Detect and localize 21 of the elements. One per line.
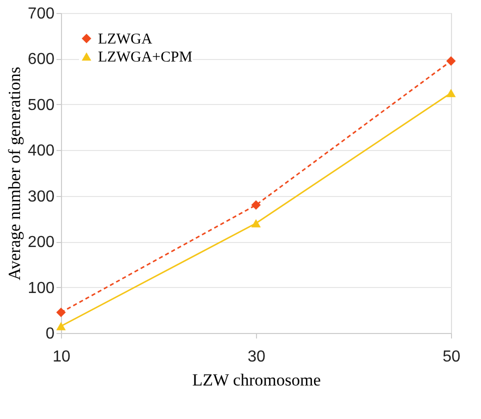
point bbox=[56, 322, 66, 330]
y-tick-label: 700 bbox=[28, 6, 55, 22]
x-tick-label: 30 bbox=[248, 348, 266, 366]
y-tick-label: 200 bbox=[28, 234, 55, 252]
y-tick-label: 300 bbox=[28, 188, 55, 206]
point bbox=[56, 308, 66, 318]
point bbox=[251, 219, 261, 228]
x-tick-label: 10 bbox=[52, 348, 70, 366]
y-tick-label: 0 bbox=[46, 326, 55, 342]
y-axis-title: Average number of generations bbox=[4, 66, 24, 280]
point bbox=[446, 56, 456, 66]
y-tick-label: 600 bbox=[28, 51, 55, 68]
y-tick-label: 100 bbox=[28, 280, 55, 297]
legend-label: LZWGA+CPM bbox=[98, 50, 192, 66]
point bbox=[251, 200, 261, 210]
point bbox=[446, 88, 456, 98]
legend-label: LZWGA bbox=[98, 32, 152, 48]
x-tick-label: 50 bbox=[442, 348, 460, 366]
y-tick-label: 400 bbox=[28, 142, 55, 160]
y-tick-label: 500 bbox=[28, 96, 55, 114]
x-axis-title: LZW chromosome bbox=[192, 370, 321, 390]
